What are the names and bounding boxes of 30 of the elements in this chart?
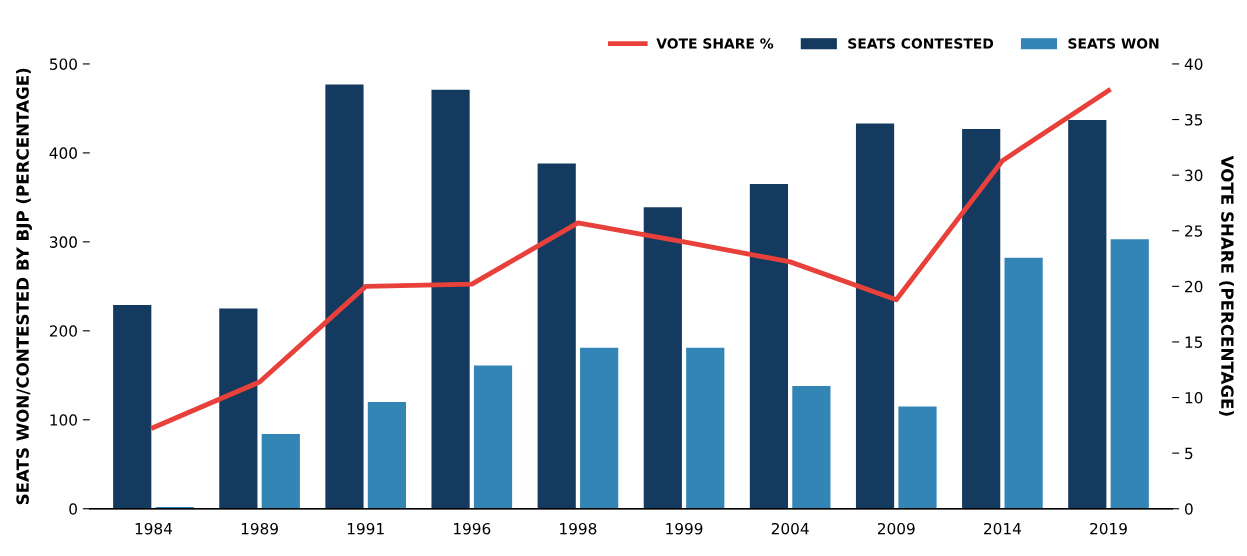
y-tick-label: 400	[49, 147, 77, 159]
x-tick-label: 1996	[454, 522, 491, 535]
y2-tick-label: 0	[1184, 503, 1193, 515]
x-tick-label: 1989	[241, 522, 278, 535]
y2-tick-label: 20	[1185, 280, 1203, 293]
y-axis-title: SEATS WON/CONTESTED BY BJP (PERCENTAGE)	[16, 68, 33, 505]
y2-tick-label: 40	[1184, 58, 1203, 70]
y2-tick-label: 30	[1185, 169, 1203, 182]
x-tick-label: 2009	[877, 522, 915, 535]
y-tick-label: 100	[50, 414, 77, 426]
y2-tick-label: 15	[1185, 336, 1203, 348]
x-tick-label: 2014	[984, 522, 1021, 535]
legend-label: SEATS CONTESTED	[848, 38, 994, 49]
x-tick-label: 2019	[1090, 522, 1127, 535]
y-tick-label: 0	[69, 503, 77, 515]
y2-axis-title: VOTE SHARE (PERCENTAGE)	[1219, 155, 1234, 416]
y2-tick-label: 35	[1185, 114, 1203, 126]
y2-tick-label: 10	[1185, 392, 1203, 404]
y-tick-label: 500	[50, 58, 77, 70]
legend-label: VOTE SHARE %	[656, 38, 774, 49]
x-tick-label: 2004	[771, 522, 809, 535]
x-tick-label: 1999	[666, 522, 703, 535]
legend-label: SEATS WON	[1068, 38, 1159, 49]
y2-tick-label: 5	[1185, 447, 1193, 460]
y-tick-label: 300	[49, 236, 77, 248]
x-tick-label: 1984	[135, 522, 173, 535]
x-tick-label: 1998	[560, 522, 597, 535]
x-tick-label: 1991	[347, 522, 384, 535]
y-tick-label: 200	[49, 325, 77, 337]
y2-tick-label: 25	[1185, 225, 1203, 237]
